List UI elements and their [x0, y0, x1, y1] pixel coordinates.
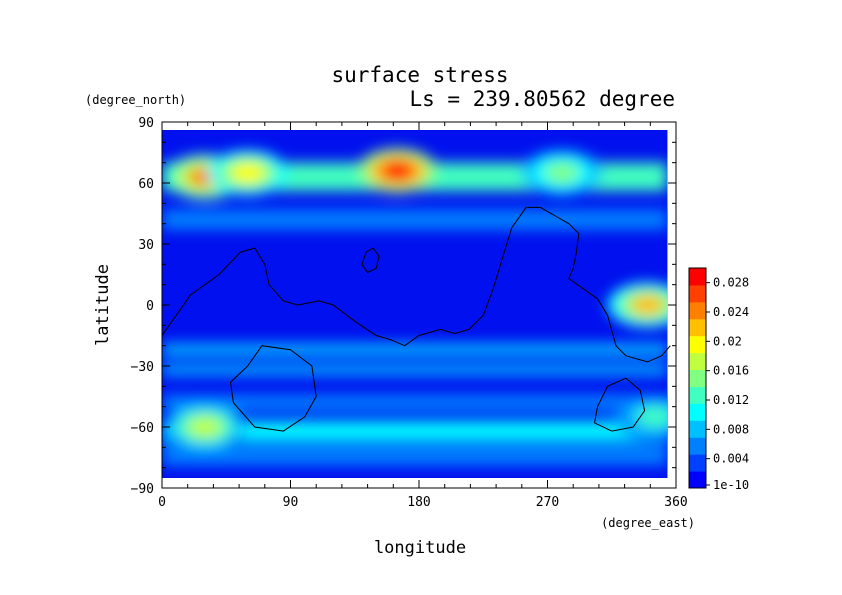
coastline-contour	[161, 206, 671, 363]
colorbar: 1e-10 0.004 0.008 0.012 0.016 0.02 0.024 0.028	[688, 267, 749, 492]
colorbar-tick-label: 0.028	[713, 276, 749, 290]
chart-title: surface stress	[331, 63, 508, 87]
x-tick-label: 90	[283, 495, 299, 510]
y-tick-label: 30	[138, 238, 154, 253]
colorbar-tick-label: 0.008	[713, 422, 749, 436]
stress-band	[162, 420, 668, 442]
y-axis-label: latitude	[93, 264, 113, 346]
coastline-contours	[161, 206, 671, 432]
axes: 0 90 180 270 360 −90 −60 −30 0 30 60 90	[131, 116, 688, 510]
x-unit-label: (degree_east)	[601, 516, 695, 530]
colorbar-swatch	[689, 335, 706, 354]
heatmap-field	[162, 130, 668, 478]
y-unit-label: (degree_north)	[85, 93, 186, 107]
stress-hotspot	[637, 406, 668, 427]
colorbar-frame	[688, 267, 707, 489]
stress-band	[162, 445, 668, 466]
x-tick-label: 0	[158, 495, 166, 510]
colorbar-swatch	[689, 268, 706, 286]
y-tick-label: 0	[146, 299, 154, 314]
colorbar-swatch	[689, 352, 706, 371]
colorbar-swatch	[689, 437, 706, 455]
y-tick-label: 90	[138, 116, 154, 131]
coastline-contour	[361, 247, 380, 274]
colorbar-tick-label: 0.016	[713, 364, 749, 378]
y-tick-label: −90	[131, 482, 154, 497]
y-tick-label: −60	[131, 421, 154, 436]
colorbar-swatch	[689, 301, 706, 320]
colorbar-swatch	[689, 454, 706, 472]
stress-hotspot	[630, 294, 665, 316]
colorbar-swatch	[689, 471, 706, 489]
colorbar-swatch	[689, 369, 706, 387]
colorbar-tick-label: 0.012	[713, 393, 749, 407]
colorbar-swatch	[689, 420, 706, 438]
coastline-contour	[594, 377, 646, 432]
colorbar-tick-label: 0.004	[713, 452, 749, 466]
colorbar-tick-label: 1e-10	[713, 478, 749, 492]
stress-hotspot	[230, 162, 265, 183]
stress-band	[162, 394, 668, 411]
coastline-contour	[229, 345, 317, 432]
colorbar-swatch	[689, 403, 706, 421]
x-tick-label: 360	[664, 495, 687, 510]
colorbar-tick-label: 0.024	[713, 305, 749, 319]
colorbar-swatch	[689, 284, 706, 303]
stress-band	[162, 209, 668, 230]
x-tick-label: 180	[407, 495, 430, 510]
colorbar-swatch	[689, 386, 706, 404]
x-axis-label: longitude	[374, 538, 466, 558]
stress-hotspot	[187, 416, 222, 438]
x-tick-label: 270	[536, 495, 559, 510]
y-tick-label: −30	[131, 360, 154, 375]
stress-band	[162, 343, 668, 356]
stress-band	[162, 364, 668, 376]
chart-subtitle: Ls = 239.80562 degree	[409, 87, 675, 111]
colorbar-tick-label: 0.02	[713, 334, 742, 348]
y-tick-label: 60	[138, 177, 154, 192]
colorbar-swatch	[689, 318, 706, 337]
stress-hotspot	[544, 162, 579, 183]
stress-hotspot	[380, 160, 415, 181]
